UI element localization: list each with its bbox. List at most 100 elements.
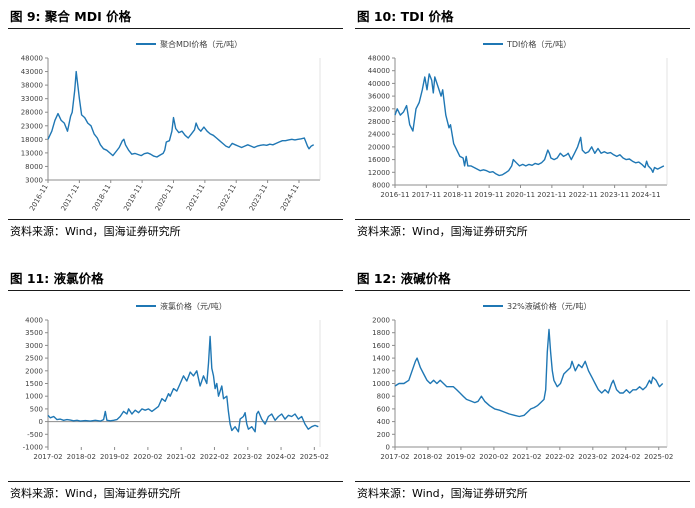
source-divider (355, 481, 690, 482)
y-tick-label: 4000 (25, 317, 43, 325)
x-tick-label: 2023-11 (600, 191, 629, 199)
y-tick-label: 1500 (25, 380, 43, 388)
series-line (47, 335, 319, 433)
x-tick-label: 2019-02 (446, 453, 475, 461)
y-tick-label: 38000 (21, 82, 43, 90)
source-note: 资料来源：Wind，国海证券研究所 (10, 225, 181, 238)
y-tick-label: 28000 (21, 109, 43, 117)
y-tick-label: 3500 (25, 329, 43, 337)
x-tick-label: 2017-02 (33, 453, 62, 461)
y-tick-label: 1000 (372, 380, 390, 388)
y-tick-label: 1400 (372, 355, 390, 363)
source-divider (8, 219, 343, 220)
x-tick-label: 2024-02 (266, 453, 295, 461)
x-tick-label: 2022-02 (545, 453, 574, 461)
y-tick-label: 48000 (368, 55, 390, 63)
y-tick-label: 200 (377, 431, 390, 439)
panel-title: 图 12: 液碱价格 (357, 271, 451, 286)
y-tick-label: 28000 (368, 118, 390, 126)
x-tick-label: 2021-02 (512, 453, 541, 461)
y-tick-label: 2500 (25, 355, 43, 363)
x-tick-label: 2024-02 (611, 453, 640, 461)
x-tick-label: 2020-02 (133, 453, 162, 461)
x-tick-label: 2019-02 (100, 453, 129, 461)
source-divider (355, 219, 690, 220)
y-tick-label: 33000 (21, 95, 43, 103)
x-tick-label: 2022-11 (216, 183, 238, 212)
x-tick-label: 2019-11 (122, 183, 144, 212)
legend-label: TDI价格（元/吨） (506, 39, 571, 49)
x-tick-label: 2021-11 (537, 191, 566, 199)
y-tick-label: 500 (30, 405, 43, 413)
y-tick-label: 1600 (372, 342, 390, 350)
y-tick-label: 1800 (372, 329, 390, 337)
x-tick-label: 2018-11 (443, 191, 472, 199)
y-tick-label: 600 (377, 405, 390, 413)
x-tick-label: 2024-11 (279, 183, 301, 212)
series-line (394, 328, 664, 418)
x-tick-label: 2018-02 (67, 453, 96, 461)
y-tick-label: 40000 (368, 80, 390, 88)
panel-mdi: 图 9: 聚合 MDI 价格 聚合MDI价格（元/吨） 3000 8000 13000… (8, 6, 343, 246)
source-note: 资料来源：Wind，国海证券研究所 (10, 487, 181, 500)
y-tick-label: 48000 (21, 55, 43, 63)
x-tick-label: 2025-02 (300, 453, 329, 461)
x-tick-label: 2020-02 (479, 453, 508, 461)
panel-caustic-soda: 图 12: 液碱价格 32%液碱价格（元/吨） 0 200 400 600 800 1000… (355, 268, 690, 508)
y-tick-label: -500 (27, 431, 43, 439)
panel-title: 图 11: 液氯价格 (10, 271, 104, 286)
title-divider (8, 290, 343, 291)
source-divider (8, 481, 343, 482)
y-tick-label: 1200 (372, 367, 390, 375)
y-tick-label: 36000 (368, 93, 390, 101)
x-tick-label: 2023-02 (233, 453, 262, 461)
x-tick-label: 2020-11 (154, 183, 176, 212)
x-tick-label: 2018-02 (413, 453, 442, 461)
y-tick-label: 44000 (368, 67, 390, 75)
y-tick-label: 16000 (368, 156, 390, 164)
mdi-price-chart: 聚合MDI价格（元/吨） 3000 8000 13000 18000 23000 28000… (21, 39, 321, 212)
x-tick-label: 2023-02 (578, 453, 607, 461)
y-tick-label: 800 (377, 393, 390, 401)
y-tick-label: 2000 (372, 317, 390, 325)
y-tick-label: 13000 (21, 149, 43, 157)
panel-title: 图 10: TDI 价格 (357, 9, 454, 24)
x-tick-label: 2017-11 (60, 183, 82, 212)
y-tick-label: 20000 (368, 143, 390, 151)
source-note: 资料来源：Wind，国海证券研究所 (357, 225, 528, 238)
y-tick-label: 3000 (25, 342, 43, 350)
tdi-price-chart: TDI价格（元/吨） 8000 12000 16000 20000 24000 28000 3… (368, 39, 668, 199)
caustic-soda-price-chart: 32%液碱价格（元/吨） 0 200 400 600 800 1000 1200 1400 160… (372, 301, 673, 461)
y-tick-label: 0 (386, 444, 390, 452)
y-tick-label: 18000 (21, 136, 43, 144)
y-tick-label: 32000 (368, 105, 390, 113)
x-tick-label: 2021-11 (185, 183, 207, 212)
panel-tdi: 图 10: TDI 价格 TDI价格（元/吨） 8000 12000 16000 200… (355, 6, 690, 246)
panel-liquid-chlorine: 图 11: 液氯价格 液氯价格（元/吨） -1000 -500 0 500 1000 150… (8, 268, 343, 508)
x-tick-label: 2022-02 (200, 453, 229, 461)
x-tick-label: 2020-11 (506, 191, 535, 199)
title-divider (355, 290, 690, 291)
y-tick-label: 400 (377, 418, 390, 426)
y-tick-label: 8000 (25, 163, 43, 171)
y-tick-label: 1000 (25, 393, 43, 401)
series-line (47, 70, 315, 158)
x-tick-label: 2022-11 (569, 191, 598, 199)
x-tick-label: 2024-11 (631, 191, 660, 199)
y-tick-label: 0 (39, 418, 43, 426)
liquid-chlorine-price-chart: 液氯价格（元/吨） -1000 -500 0 500 1000 1500 2000 2500 30… (23, 301, 329, 461)
x-tick-label: 2021-02 (167, 453, 196, 461)
x-tick-label: 2016-11 (380, 191, 409, 199)
x-tick-label: 2017-02 (380, 453, 409, 461)
x-tick-label: 2018-11 (91, 183, 113, 212)
y-tick-label: 12000 (368, 169, 390, 177)
panel-title: 图 9: 聚合 MDI 价格 (10, 9, 132, 24)
series-line (394, 73, 665, 177)
x-tick-label: 2016-11 (28, 183, 50, 212)
x-tick-label: 2017-11 (412, 191, 441, 199)
x-tick-label: 2023-11 (248, 183, 270, 212)
legend-label: 液氯价格（元/吨） (160, 301, 227, 311)
legend-label: 聚合MDI价格（元/吨） (160, 39, 242, 49)
title-divider (355, 28, 690, 29)
title-divider (8, 28, 343, 29)
